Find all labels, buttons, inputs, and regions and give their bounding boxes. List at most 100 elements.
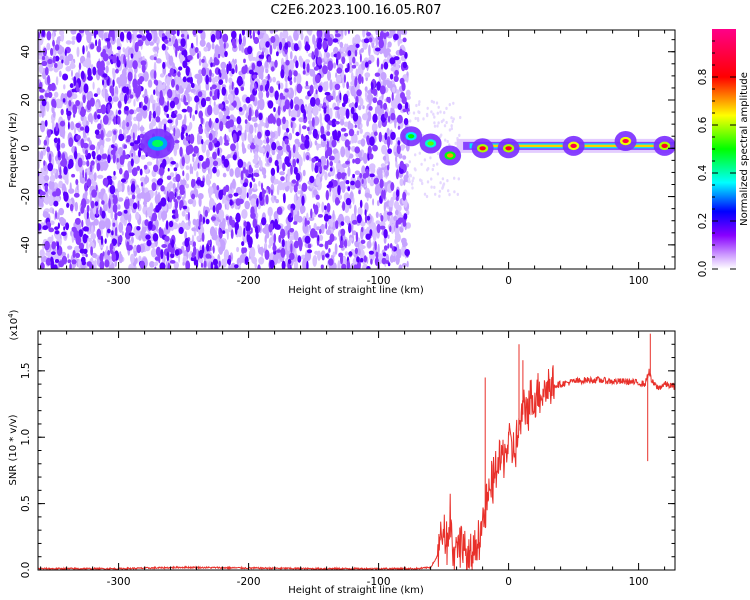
- noise-blob: [161, 244, 168, 248]
- noise-speckle: [46, 101, 50, 112]
- noise-blob: [90, 43, 95, 50]
- noise-speckle: [290, 51, 293, 60]
- noise-blob: [71, 259, 77, 265]
- snr-x-tick-label: 100: [629, 576, 649, 588]
- noise-blob: [306, 220, 310, 226]
- noise-blob: [155, 246, 161, 257]
- noise-blob: [82, 142, 89, 149]
- noise-blob: [234, 87, 239, 96]
- noise-speckle: [402, 155, 407, 160]
- noise-blob: [292, 144, 296, 154]
- noise-blob: [141, 63, 146, 73]
- noise-speckle: [385, 48, 391, 54]
- noise-blob: [232, 44, 237, 49]
- noise-blob: [295, 60, 299, 69]
- noise-speckle: [348, 103, 355, 108]
- noise-blob: [243, 221, 247, 227]
- noise-speckle: [253, 183, 258, 190]
- noise-speckle: [205, 131, 210, 139]
- noise-blob: [171, 78, 175, 88]
- noise-speckle: [265, 143, 271, 154]
- noise-blob: [124, 94, 128, 105]
- noise-blob: [223, 42, 226, 49]
- noise-speckle: [58, 216, 65, 223]
- tail-speckle: [442, 183, 445, 187]
- noise-blob: [53, 137, 59, 144]
- noise-speckle: [258, 256, 265, 265]
- noise-speckle: [203, 46, 209, 52]
- noise-speckle: [181, 210, 186, 217]
- noise-blob: [354, 247, 358, 255]
- noise-blob: [135, 91, 141, 98]
- noise-blob: [211, 62, 216, 67]
- noise-blob: [386, 31, 390, 37]
- noise-blob: [170, 160, 176, 165]
- noise-blob: [52, 56, 56, 64]
- noise-blob: [79, 248, 85, 254]
- noise-speckle: [273, 195, 277, 201]
- noise-blob: [125, 225, 132, 235]
- noise-blob: [390, 131, 396, 141]
- noise-blob: [290, 99, 294, 110]
- colorbar-gradient: [712, 29, 736, 269]
- noise-blob: [41, 60, 48, 67]
- noise-blob: [317, 56, 322, 66]
- tail-speckle: [436, 151, 440, 156]
- noise-blob: [270, 117, 274, 123]
- tail-speckle: [417, 102, 421, 106]
- noise-speckle: [39, 249, 45, 258]
- noise-blob: [84, 171, 87, 183]
- noise-blob: [177, 70, 181, 78]
- noise-blob: [395, 220, 399, 229]
- tail-speckle: [411, 186, 414, 190]
- noise-blob: [112, 222, 116, 227]
- noise-blob: [103, 153, 108, 159]
- noise-blob: [66, 110, 72, 117]
- noise-blob: [389, 225, 392, 233]
- noise-speckle: [166, 30, 169, 33]
- noise-speckle: [50, 195, 54, 204]
- noise-blob: [44, 66, 49, 76]
- noise-blob: [38, 31, 41, 40]
- noise-speckle: [127, 168, 133, 173]
- noise-speckle: [329, 79, 333, 91]
- noise-blob: [179, 146, 183, 157]
- tail-speckle: [456, 192, 459, 196]
- tail-speckle: [447, 189, 450, 193]
- noise-blob: [102, 79, 105, 86]
- noise-blob: [347, 186, 351, 192]
- tail-speckle: [409, 174, 413, 178]
- noise-speckle: [103, 162, 109, 169]
- noise-blob: [116, 46, 121, 50]
- noise-speckle: [52, 31, 55, 43]
- noise-blob: [289, 252, 295, 260]
- noise-blob: [366, 215, 371, 221]
- noise-speckle: [227, 154, 232, 159]
- noise-blob: [289, 80, 293, 86]
- noise-blob: [122, 149, 126, 161]
- noise-blob: [287, 230, 290, 239]
- noise-blob: [280, 247, 286, 258]
- noise-speckle: [168, 55, 174, 66]
- noise-blob: [191, 193, 196, 200]
- noise-speckle: [189, 163, 192, 175]
- snr-x-axis-label: Height of straight line (km): [288, 585, 424, 596]
- tail-speckle: [441, 186, 444, 190]
- noise-speckle: [249, 250, 254, 258]
- tail-speckle: [450, 124, 453, 128]
- tail-speckle: [421, 181, 424, 186]
- noise-blob: [152, 233, 159, 242]
- noise-speckle: [216, 169, 220, 178]
- noise-speckle: [175, 141, 180, 150]
- noise-speckle: [112, 68, 116, 80]
- noise-blob: [292, 158, 297, 168]
- noise-speckle: [349, 191, 354, 200]
- noise-blob: [47, 83, 53, 91]
- noise-blob: [175, 47, 178, 58]
- noise-speckle: [351, 134, 355, 144]
- noise-speckle: [85, 45, 88, 52]
- noise-blob: [159, 90, 163, 101]
- noise-speckle: [319, 225, 325, 230]
- noise-blob: [282, 162, 286, 172]
